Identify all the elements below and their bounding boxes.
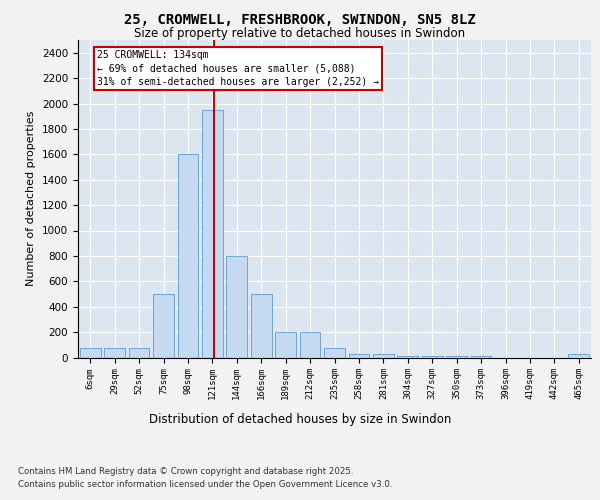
Bar	[128, 348, 149, 358]
Bar	[422, 356, 443, 358]
Bar	[251, 294, 272, 358]
Bar	[275, 332, 296, 357]
Bar	[446, 356, 467, 358]
Text: Distribution of detached houses by size in Swindon: Distribution of detached houses by size …	[149, 412, 451, 426]
Bar	[324, 348, 345, 358]
Bar	[153, 294, 174, 358]
Text: Size of property relative to detached houses in Swindon: Size of property relative to detached ho…	[134, 28, 466, 40]
Bar	[568, 354, 589, 358]
Bar	[349, 354, 370, 358]
Bar	[104, 348, 125, 358]
Bar	[178, 154, 199, 358]
Text: Contains public sector information licensed under the Open Government Licence v3: Contains public sector information licen…	[18, 480, 392, 489]
Text: Contains HM Land Registry data © Crown copyright and database right 2025.: Contains HM Land Registry data © Crown c…	[18, 468, 353, 476]
Bar	[202, 110, 223, 358]
Bar	[299, 332, 320, 357]
Text: 25 CROMWELL: 134sqm
← 69% of detached houses are smaller (5,088)
31% of semi-det: 25 CROMWELL: 134sqm ← 69% of detached ho…	[97, 50, 379, 86]
Text: 25, CROMWELL, FRESHBROOK, SWINDON, SN5 8LZ: 25, CROMWELL, FRESHBROOK, SWINDON, SN5 8…	[124, 12, 476, 26]
Bar	[373, 354, 394, 358]
Bar	[397, 356, 418, 358]
Y-axis label: Number of detached properties: Number of detached properties	[26, 111, 37, 286]
Bar	[80, 348, 101, 358]
Bar	[226, 256, 247, 358]
Bar	[470, 356, 491, 358]
